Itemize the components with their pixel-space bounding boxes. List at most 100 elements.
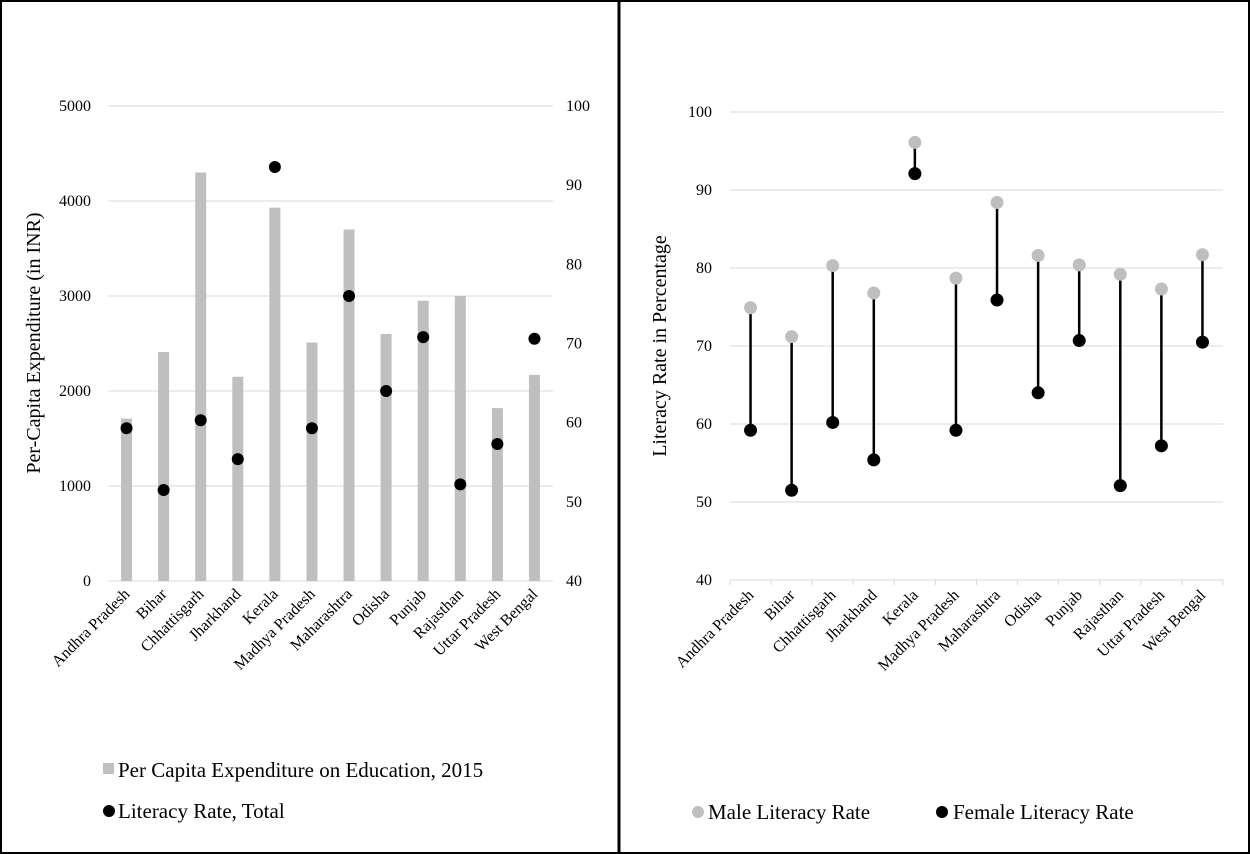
left-gridlines xyxy=(108,105,553,582)
male-marker-andhra-pradesh xyxy=(744,301,758,315)
left-secondary-y-axis-ticks: 40 50 60 70 80 90 100 xyxy=(566,98,590,590)
bar-chhattisgarh xyxy=(195,172,207,581)
expenditure-bars xyxy=(121,172,540,581)
female-marker-jharkhand xyxy=(867,453,881,467)
male-marker-west-bengal xyxy=(1195,248,1209,262)
left-secondary-y-tick-label: 70 xyxy=(566,336,582,353)
right-gridlines xyxy=(729,111,1224,585)
male-marker-maharashtra xyxy=(990,195,1004,209)
left-secondary-y-tick-label: 80 xyxy=(566,256,582,273)
right-x-tick-label: Andhra Pradesh xyxy=(673,587,758,672)
literacy-marker-jharkhand xyxy=(231,453,244,466)
right-y-axis-title: Literacy Rate in Percentage xyxy=(649,235,671,457)
left-y-tick-label: 1000 xyxy=(59,478,91,495)
literacy-marker-andhra-pradesh xyxy=(120,422,133,435)
left-x-tick-label: Odisha xyxy=(349,586,393,630)
female-marker-west-bengal xyxy=(1195,335,1209,349)
left-y-tick-label: 5000 xyxy=(59,98,91,115)
left-y-axis-title: Per-Capita Expenditure (in INR) xyxy=(23,212,45,473)
literacy-marker-chhattisgarh xyxy=(194,414,207,427)
female-marker-punjab xyxy=(1072,334,1086,348)
literacy-marker-west-bengal xyxy=(528,332,541,345)
literacy-total-markers xyxy=(120,160,541,496)
male-marker-kerala xyxy=(908,135,922,149)
literacy-marker-madhya-pradesh xyxy=(305,422,318,435)
bar-punjab xyxy=(417,300,429,581)
female-marker-chhattisgarh xyxy=(826,415,840,429)
right-chart-panel: 40 50 60 70 80 90 100 Andhra Pradesh BiharChhat… xyxy=(649,104,1224,824)
bar-maharashtra xyxy=(343,229,355,581)
bar-kerala xyxy=(269,207,281,581)
left-secondary-y-tick-label: 90 xyxy=(566,177,582,194)
legend-label-expenditure: Per Capita Expenditure on Education, 201… xyxy=(118,758,483,782)
left-secondary-y-tick-label: 50 xyxy=(566,494,582,511)
right-x-axis-ticks: Andhra Pradesh BiharChhattisgarhJharkhand… xyxy=(673,586,1210,674)
literacy-marker-odisha xyxy=(380,385,393,397)
right-x-tick-label: Odisha xyxy=(1001,587,1045,631)
legend-label-male: Male Literacy Rate xyxy=(708,800,870,824)
male-marker-jharkhand xyxy=(867,286,881,300)
left-chart-panel: 0 1000 2000 3000 4000 5000 40 50 60 70 80 90 100 An… xyxy=(23,98,590,823)
legend-swatch-female xyxy=(936,806,948,818)
right-y-tick-label: 100 xyxy=(688,104,712,121)
legend-swatch-literacy-total xyxy=(103,805,115,817)
female-marker-uttar-pradesh xyxy=(1154,439,1168,453)
female-marker-andhra-pradesh xyxy=(744,423,758,437)
left-y-tick-label: 2000 xyxy=(59,383,91,400)
right-y-tick-label: 50 xyxy=(696,494,712,511)
right-y-tick-label: 90 xyxy=(696,182,712,199)
female-marker-maharashtra xyxy=(990,293,1004,307)
male-marker-uttar-pradesh xyxy=(1154,282,1168,296)
legend-swatch-expenditure xyxy=(103,763,114,774)
literacy-marker-maharashtra xyxy=(343,290,356,302)
bar-west-bengal xyxy=(528,374,540,581)
female-marker-kerala xyxy=(908,167,922,181)
male-marker-odisha xyxy=(1031,249,1045,263)
left-secondary-y-tick-label: 60 xyxy=(566,415,582,432)
left-secondary-y-tick-label: 100 xyxy=(566,98,590,115)
dumbbell-connectors xyxy=(749,142,1204,491)
left-y-axis-ticks: 0 1000 2000 3000 4000 5000 xyxy=(59,98,91,590)
left-y-tick-label: 0 xyxy=(83,573,91,590)
left-x-axis-ticks: Andhra Pradesh BiharChhattisgarhJharkhand… xyxy=(49,585,542,673)
bar-jharkhand xyxy=(232,376,244,581)
right-legend: Male Literacy Rate Female Literacy Rate xyxy=(692,800,1134,824)
male-marker-rajasthan xyxy=(1113,267,1127,281)
right-x-tick-label: Bihar xyxy=(761,586,799,624)
left-legend: Per Capita Expenditure on Education, 201… xyxy=(103,758,483,823)
female-marker-rajasthan xyxy=(1113,479,1127,493)
right-y-tick-label: 40 xyxy=(696,572,712,589)
literacy-marker-punjab xyxy=(417,331,430,344)
left-y-tick-label: 3000 xyxy=(59,288,91,305)
male-marker-punjab xyxy=(1072,258,1086,272)
right-y-axis-ticks: 40 50 60 70 80 90 100 xyxy=(688,104,712,589)
literacy-marker-uttar-pradesh xyxy=(491,438,504,451)
bar-andhra-pradesh xyxy=(121,418,133,581)
legend-swatch-male xyxy=(692,806,704,818)
male-marker-bihar xyxy=(785,330,799,344)
legend-label-literacy-total: Literacy Rate, Total xyxy=(118,799,285,823)
bar-odisha xyxy=(380,334,392,581)
female-marker-odisha xyxy=(1031,386,1045,400)
right-y-tick-label: 60 xyxy=(696,416,712,433)
bar-rajasthan xyxy=(454,296,466,581)
female-marker-bihar xyxy=(785,483,799,497)
legend-label-female: Female Literacy Rate xyxy=(953,800,1134,824)
female-literacy-markers xyxy=(744,167,1209,497)
male-marker-chhattisgarh xyxy=(826,259,840,273)
male-marker-madhya-pradesh xyxy=(949,271,963,285)
literacy-marker-bihar xyxy=(157,483,170,496)
bar-bihar xyxy=(158,352,170,581)
male-literacy-markers xyxy=(744,135,1209,344)
bar-madhya-pradesh xyxy=(306,342,318,581)
left-y-tick-label: 4000 xyxy=(59,193,91,210)
bar-uttar-pradesh xyxy=(491,408,503,581)
right-y-tick-label: 70 xyxy=(696,338,712,355)
female-marker-madhya-pradesh xyxy=(949,423,963,437)
right-y-tick-label: 80 xyxy=(696,260,712,277)
left-secondary-y-tick-label: 40 xyxy=(566,573,582,590)
left-x-tick-label: Andhra Pradesh xyxy=(49,586,134,671)
